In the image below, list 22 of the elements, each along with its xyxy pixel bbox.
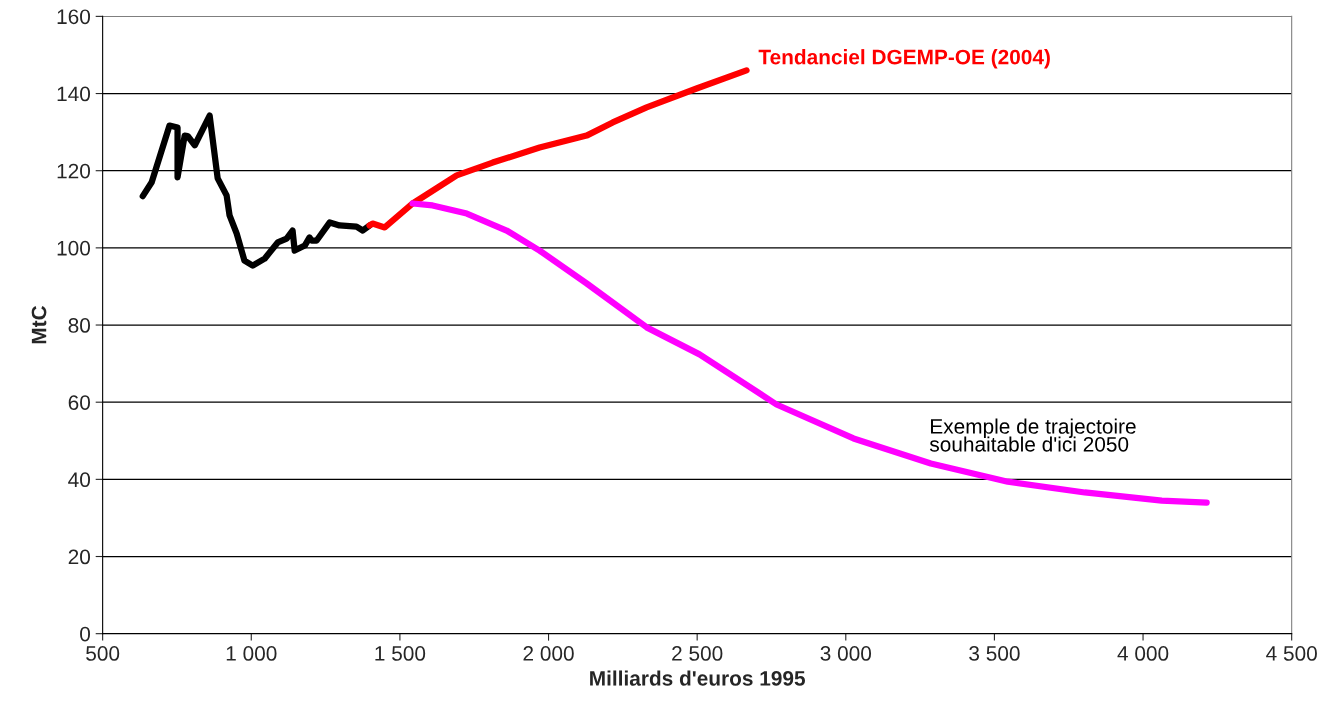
x-tick-label: 1 500 [375, 646, 426, 661]
y-axis-title: MtC [31, 305, 47, 344]
y-tick-label: 60 [68, 395, 91, 410]
x-tick-label: 500 [86, 646, 120, 661]
x-axis-title: Milliards d'euros 1995 [590, 670, 806, 686]
x-tick-label: 4 000 [1117, 646, 1169, 661]
x-tick-label: 4 500 [1266, 646, 1317, 661]
x-tick-label: 2 000 [523, 646, 574, 661]
series-label: Tendanciel DGEMP-OE (2004) [758, 49, 1050, 69]
y-tick-label: 120 [57, 163, 91, 179]
series-label: Exemple de trajectoire souhaitable d'ici 2050 [929, 418, 1136, 452]
y-tick-label: 80 [68, 318, 91, 333]
y-tick-label: 160 [57, 9, 91, 25]
y-tick-label: 100 [57, 240, 91, 256]
y-tick-label: 0 [80, 626, 91, 642]
x-tick-label: 2 500 [672, 646, 723, 661]
x-tick-label: 3 000 [820, 646, 872, 661]
y-tick-label: 40 [68, 472, 91, 488]
y-tick-label: 140 [57, 86, 91, 102]
x-tick-label: 3 500 [969, 646, 1020, 661]
x-tick-label: 1 000 [226, 646, 277, 661]
y-tick-label: 20 [68, 549, 91, 565]
